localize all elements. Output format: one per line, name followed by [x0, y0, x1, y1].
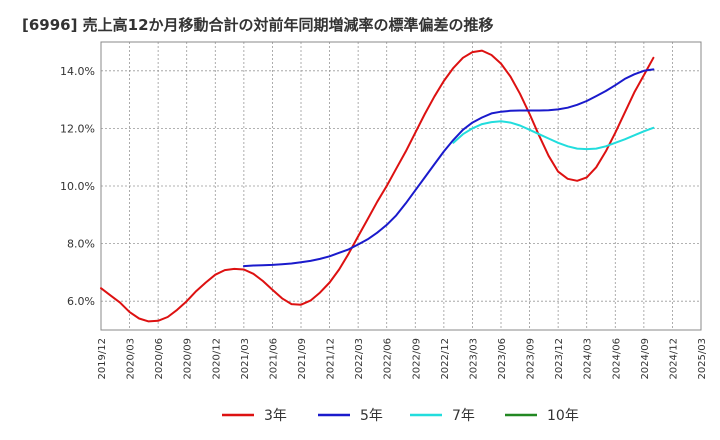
- legend: 3年 5年 7年 10年: [222, 408, 579, 424]
- x-tick-label: 2021/06: [268, 338, 279, 380]
- legend-label: 10年: [547, 408, 579, 424]
- series-line: [100, 49, 655, 323]
- plot-frame: [100, 41, 702, 331]
- x-tick-label: 2023/12: [554, 338, 565, 380]
- y-tick-label: 10.0%: [60, 180, 95, 193]
- x-tick-label: 2021/09: [297, 338, 308, 380]
- y-tick-label: 14.0%: [60, 65, 95, 78]
- series-lines: [100, 49, 655, 323]
- x-tick-label: 2024/03: [583, 338, 594, 380]
- x-tick-label: 2022/06: [383, 338, 394, 380]
- x-tick-label: 2020/06: [154, 338, 165, 380]
- x-tick-label: 2022/09: [411, 338, 422, 380]
- series-line: [242, 68, 655, 268]
- y-tick-label: 8.0%: [67, 238, 95, 251]
- grid: [101, 42, 701, 330]
- x-tick-label: 2021/12: [326, 338, 337, 380]
- x-tick-label: 2020/09: [183, 338, 194, 380]
- chart-title: [6996] 売上高12か月移動合計の対前年同期増減率の標準偏差の推移: [22, 16, 494, 34]
- axes: 6.0% 8.0% 10.0% 12.0% 14.0% 2019/12 2020/03 202…: [60, 41, 708, 380]
- legend-label: 7年: [452, 408, 475, 424]
- x-tick-label: 2020/03: [126, 338, 137, 380]
- x-tick-label: 2023/03: [468, 338, 479, 380]
- y-tick-label: 6.0%: [67, 295, 95, 308]
- x-tick-label: 2024/06: [611, 338, 622, 380]
- x-tick-label: 2023/06: [497, 338, 508, 380]
- x-tick-label: 2021/03: [240, 338, 251, 380]
- x-tick-label: 2024/09: [640, 338, 651, 380]
- y-tick-label: 12.0%: [60, 122, 95, 135]
- x-tick-label: 2025/03: [697, 338, 708, 380]
- legend-label: 5年: [360, 408, 383, 424]
- x-tick-label: 2022/03: [354, 338, 365, 380]
- series-line: [452, 120, 655, 151]
- x-tick-label: 2023/09: [526, 338, 537, 380]
- x-tick-label: 2019/12: [97, 338, 108, 380]
- x-tick-label: 2022/12: [440, 338, 451, 380]
- x-tick-label: 2020/12: [211, 338, 222, 380]
- legend-label: 3年: [264, 408, 287, 424]
- x-tick-label: 2024/12: [668, 338, 679, 380]
